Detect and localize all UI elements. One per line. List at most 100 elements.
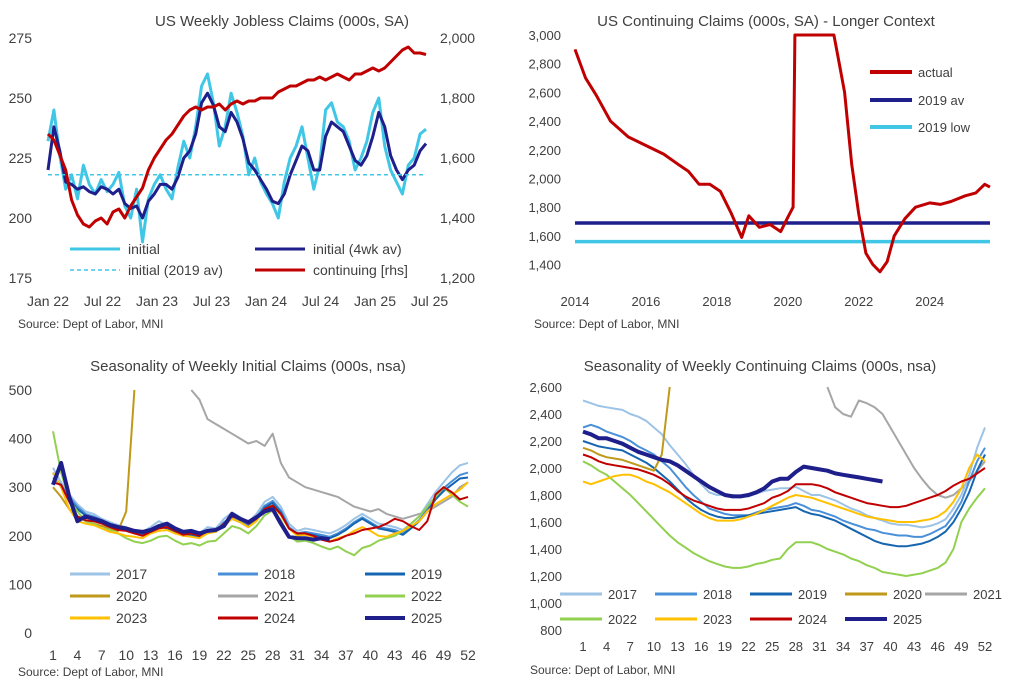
series-2019	[582, 440, 986, 548]
x-tick: 28	[789, 639, 803, 654]
legend-2023: 2023	[116, 610, 147, 626]
y-tick: 3,000	[528, 28, 561, 43]
x-tick: Jan 23	[136, 293, 178, 309]
chart3-x-ticks: 1 4 7 10 13 16 19 22 25 28 31 34 37 40 43 46 49 52	[49, 647, 476, 663]
chart2-source: Source: Dept of Labor, MNI	[534, 317, 679, 331]
chart1-title: US Weekly Jobless Claims (000s, SA)	[155, 13, 409, 30]
chart4-legend: 2017 2018 2019 2020 2021 2022 2023 2024 2025	[560, 587, 1002, 627]
x-tick: Jul 22	[84, 293, 122, 309]
legend-initial-4wk: initial (4wk av)	[313, 241, 402, 257]
legend-2025: 2025	[893, 612, 922, 627]
x-tick: 13	[670, 639, 684, 654]
series-2021	[826, 386, 986, 499]
x-tick: 52	[460, 647, 476, 663]
y-tick: 800	[540, 623, 562, 638]
x-tick: 1	[49, 647, 57, 663]
x-tick: 49	[954, 639, 968, 654]
y-tick: 1,600	[529, 515, 562, 530]
legend-2017: 2017	[608, 587, 637, 602]
x-tick: 34	[836, 639, 850, 654]
x-tick: 13	[143, 647, 159, 663]
x-tick: 4	[603, 639, 610, 654]
y-tick: 2,000	[529, 461, 562, 476]
series-2025	[51, 460, 330, 542]
x-tick: 31	[289, 647, 305, 663]
series-initial-4wk	[46, 91, 428, 220]
x-tick: 2016	[631, 294, 660, 309]
x-tick: 46	[930, 639, 944, 654]
y-tick: 1,600	[528, 229, 561, 244]
x-tick: 10	[647, 639, 661, 654]
series-2022	[52, 431, 469, 557]
x-tick: Jan 24	[245, 293, 287, 309]
y-left-tick: 275	[9, 30, 33, 46]
series-2017	[582, 399, 986, 529]
chart1-y-left-ticks: 275 250 225 200 175	[9, 30, 33, 286]
x-tick: 16	[167, 647, 183, 663]
chart1-x-ticks: Jan 22 Jul 22 Jan 23 Jul 23 Jan 24 Jul 24 Jan …	[27, 293, 448, 309]
y-tick: 2,600	[529, 380, 562, 395]
x-tick: Jul 24	[302, 293, 340, 309]
y-tick: 1,400	[528, 258, 561, 273]
legend-2018: 2018	[703, 587, 732, 602]
chart2-title: US Continuing Claims (000s, SA) - Longer…	[597, 13, 935, 30]
y-tick: 400	[9, 431, 33, 447]
chart4-y-ticks: 2,600 2,400 2,200 2,000 1,800 1,600 1,400 1,200…	[529, 380, 562, 638]
y-left-tick: 175	[9, 270, 33, 286]
y-tick: 200	[9, 528, 33, 544]
legend-2019: 2019	[798, 587, 827, 602]
chart-weekly-jobless-claims: US Weekly Jobless Claims (000s, SA) 2752…	[9, 13, 476, 331]
chart3-legend: 2017 2018 2019 2020 2021 2022 2023 2024 2025	[70, 566, 442, 626]
series-2025	[582, 429, 883, 499]
x-tick: 10	[118, 647, 134, 663]
x-tick: 37	[860, 639, 874, 654]
chart2-x-ticks: 2014 2016 2018 2020 2022 2024	[561, 294, 945, 309]
x-tick: 40	[363, 647, 379, 663]
series-2022	[582, 460, 986, 577]
chart2-legend-bg	[858, 62, 993, 144]
x-tick: Jul 25	[411, 293, 449, 309]
x-tick: 16	[694, 639, 708, 654]
series-2020	[52, 389, 136, 532]
legend-2022: 2022	[608, 612, 637, 627]
chart3-y-ticks: 500 400 300 200 100 0	[9, 382, 33, 641]
series-2021	[190, 389, 469, 520]
x-tick: 2024	[915, 294, 944, 309]
legend-2024: 2024	[798, 612, 827, 627]
y-right-tick: 1,600	[440, 150, 475, 166]
x-tick: 19	[192, 647, 208, 663]
x-tick: 52	[978, 639, 992, 654]
legend-2019av: 2019 av	[918, 93, 965, 108]
legend-2019low: 2019 low	[918, 120, 971, 135]
y-tick: 2,400	[529, 407, 562, 422]
y-left-tick: 225	[9, 150, 33, 166]
x-tick: 2018	[702, 294, 731, 309]
legend-2024: 2024	[264, 610, 295, 626]
y-tick: 300	[9, 479, 33, 495]
y-tick: 1,400	[529, 542, 562, 557]
y-tick: 1,800	[528, 200, 561, 215]
x-tick: 31	[812, 639, 826, 654]
legend-continuing: continuing [rhs]	[313, 262, 408, 278]
x-tick: 43	[387, 647, 403, 663]
y-tick: 2,400	[528, 114, 561, 129]
chart4-x-ticks: 1 4 7 10 13 16 19 22 25 28 31 34 37 40 43 46 49 52	[579, 639, 992, 654]
x-tick: 34	[314, 647, 330, 663]
x-tick: 25	[765, 639, 779, 654]
series-2023	[582, 453, 986, 523]
chart1-lines	[46, 45, 428, 244]
legend-2022: 2022	[411, 588, 442, 604]
legend-2023: 2023	[703, 612, 732, 627]
x-tick: Jan 22	[27, 293, 69, 309]
legend-2020: 2020	[116, 588, 147, 604]
x-tick: 22	[216, 647, 232, 663]
x-tick: 2014	[561, 294, 590, 309]
chart3-lines	[51, 389, 469, 557]
legend-2021: 2021	[264, 588, 295, 604]
y-right-tick: 1,800	[440, 90, 475, 106]
x-tick: 4	[74, 647, 82, 663]
x-tick: 49	[436, 647, 452, 663]
x-tick: 25	[241, 647, 257, 663]
legend-initial-2019: initial (2019 av)	[128, 262, 223, 278]
